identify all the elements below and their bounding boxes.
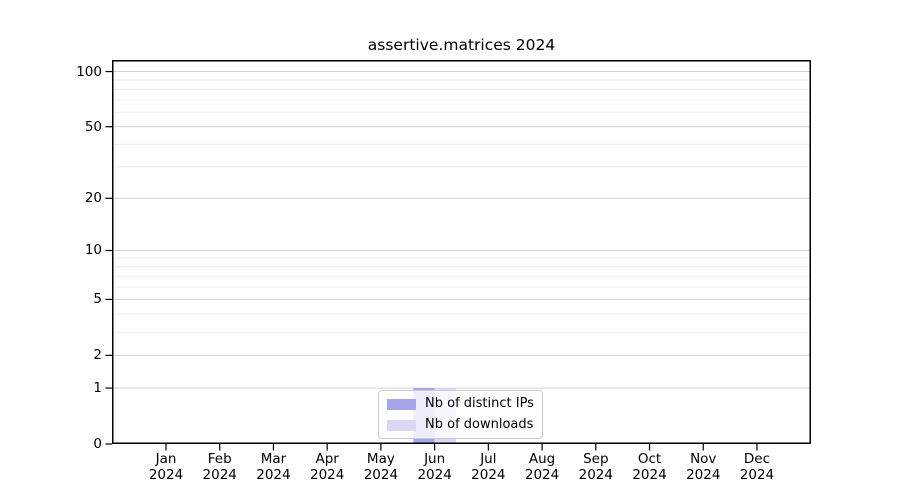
x-tick-label: Nov 2024 [667,451,739,483]
x-tick-month: Aug [528,451,556,467]
x-tick-label: Aug 2024 [506,451,578,483]
x-tick-month: Jan [155,451,177,467]
legend-label: Nb of downloads [425,417,534,432]
x-tick-month: Apr [315,451,339,467]
x-tick-month: May [366,451,395,467]
x-tick-year: 2024 [686,466,721,483]
x-tick-label: Mar 2024 [237,451,309,483]
plot-frame [112,60,811,444]
y-tick-label: 5 [93,291,102,308]
x-tick-year: 2024 [309,466,345,483]
x-tick-month: Dec [743,451,771,467]
x-tick-label: Jan 2024 [130,451,202,483]
x-tick-label: Dec 2024 [721,451,793,483]
x-tick-month: Oct [637,451,662,467]
x-tick-year: 2024 [578,466,613,483]
x-tick-month: Sep [583,451,609,467]
x-tick-year: 2024 [632,466,667,483]
x-tick-label: Jul 2024 [452,451,524,483]
x-tick-year: 2024 [363,466,399,483]
x-tick-month: Nov [690,451,717,467]
plot-area [105,60,811,451]
x-tick-year: 2024 [739,466,775,483]
y-tick-label: 0 [93,436,102,452]
legend-swatch-downloads [387,419,416,431]
legend: Nb of distinct IPs Nb of downloads [378,390,543,439]
x-tick-label: Feb 2024 [184,451,256,483]
legend-swatch-distinct-ips [387,398,416,410]
x-tick-year: 2024 [471,466,506,483]
x-tick-year: 2024 [524,466,560,483]
x-tick-label: Sep 2024 [560,451,632,483]
x-tick-label: May 2024 [345,451,417,483]
x-tick-label: Apr 2024 [291,451,363,483]
y-tick-label: 1 [93,380,102,397]
y-tick-label: 20 [84,190,102,207]
x-tick-label: Jun 2024 [399,451,471,483]
legend-label: Nb of distinct IPs [425,396,534,411]
x-tick-month: Jun [424,451,446,467]
y-tick-label: 2 [93,347,102,364]
x-tick-year: 2024 [256,466,291,483]
x-tick-month: Jul [480,451,497,467]
legend-item: Nb of downloads [387,416,534,434]
x-tick-month: Mar [260,451,287,467]
x-tick-year: 2024 [148,466,184,483]
x-tick-month: Feb [207,451,232,467]
chart-title: assertive.matrices 2024 [367,36,556,54]
x-tick-year: 2024 [417,466,452,483]
legend-item: Nb of distinct IPs [387,395,534,413]
x-tick-year: 2024 [202,466,237,483]
x-tick-label: Oct 2024 [614,451,686,483]
y-tick-label: 50 [84,118,102,135]
y-tick-label: 100 [76,63,102,80]
y-tick-label: 10 [84,242,102,259]
